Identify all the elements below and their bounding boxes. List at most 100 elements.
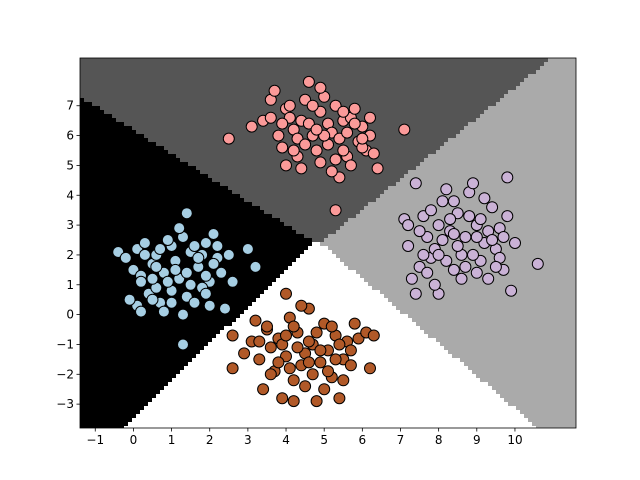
region-cell [528, 178, 533, 183]
region-cell [140, 150, 145, 155]
region-cell [132, 218, 137, 223]
region-cell [420, 82, 425, 87]
region-cell [188, 186, 193, 191]
region-cell [352, 182, 357, 187]
region-cell [472, 70, 477, 75]
region-cell [376, 198, 381, 203]
region-cell [272, 150, 277, 155]
region-cell [160, 170, 165, 175]
region-cell [228, 170, 233, 175]
region-cell [248, 86, 253, 91]
region-cell [256, 126, 261, 131]
region-cell [276, 62, 281, 67]
region-cell [132, 214, 137, 219]
region-cell [424, 198, 429, 203]
region-cell [396, 186, 401, 191]
region-cell [136, 102, 141, 107]
region-cell [148, 86, 153, 91]
region-cell [276, 94, 281, 99]
region-cell [164, 90, 169, 95]
region-cell [260, 162, 265, 167]
region-cell [564, 154, 569, 159]
region-cell [108, 194, 113, 199]
region-cell [420, 174, 425, 179]
region-cell [220, 198, 225, 203]
region-cell [164, 98, 169, 103]
region-cell [532, 126, 537, 131]
region-cell [164, 62, 169, 67]
region-cell [252, 118, 257, 123]
region-cell [384, 142, 389, 147]
region-cell [412, 194, 417, 199]
region-cell [488, 146, 493, 151]
region-cell [292, 186, 297, 191]
region-cell [144, 162, 149, 167]
region-cell [128, 174, 133, 179]
region-cell [188, 198, 193, 203]
region-cell [136, 210, 141, 215]
region-cell [232, 142, 237, 147]
region-cell [148, 66, 153, 71]
region-cell [464, 158, 469, 163]
region-cell [180, 150, 185, 155]
region-cell [196, 162, 201, 167]
region-cell [312, 114, 317, 119]
region-cell [416, 138, 421, 143]
region-cell [544, 122, 549, 127]
region-cell [516, 62, 521, 67]
region-cell [368, 62, 373, 67]
region-cell [188, 102, 193, 107]
region-cell [92, 154, 97, 159]
region-cell [424, 194, 429, 199]
region-cell [544, 98, 549, 103]
region-cell [148, 126, 153, 131]
region-cell [484, 162, 489, 167]
region-cell [268, 214, 273, 219]
region-cell [208, 214, 213, 219]
region-cell [372, 102, 377, 107]
region-cell [460, 126, 465, 131]
region-cell [148, 134, 153, 139]
region-cell [384, 102, 389, 107]
region-cell [336, 90, 341, 95]
region-cell [492, 98, 497, 103]
region-cell [480, 142, 485, 147]
region-cell [252, 210, 257, 215]
region-cell [500, 66, 505, 71]
region-cell [160, 102, 165, 107]
region-cell [472, 122, 477, 127]
region-cell [108, 82, 113, 87]
region-cell [252, 182, 257, 187]
region-cell [448, 170, 453, 175]
region-cell [464, 174, 469, 179]
region-cell [400, 78, 405, 83]
region-cell [148, 78, 153, 83]
region-cell [116, 90, 121, 95]
region-cell [192, 162, 197, 167]
region-cell [500, 118, 505, 123]
region-cell [516, 174, 521, 179]
region-cell [488, 66, 493, 71]
region-cell [512, 78, 517, 83]
region-cell [260, 62, 265, 67]
region-cell [204, 70, 209, 75]
region-cell [96, 74, 101, 79]
region-cell [132, 110, 137, 115]
region-cell [180, 126, 185, 131]
region-cell [212, 158, 217, 163]
region-cell [444, 90, 449, 95]
region-cell [496, 154, 501, 159]
region-cell [148, 118, 153, 123]
region-cell [228, 130, 233, 135]
region-cell [164, 134, 169, 139]
region-cell [472, 98, 477, 103]
region-cell [148, 150, 153, 155]
region-cell [308, 174, 313, 179]
region-cell [232, 94, 237, 99]
region-cell [528, 58, 533, 63]
region-cell [320, 178, 325, 183]
region-cell [544, 158, 549, 163]
region-cell [356, 166, 361, 171]
region-cell [476, 138, 481, 143]
region-cell [460, 142, 465, 147]
